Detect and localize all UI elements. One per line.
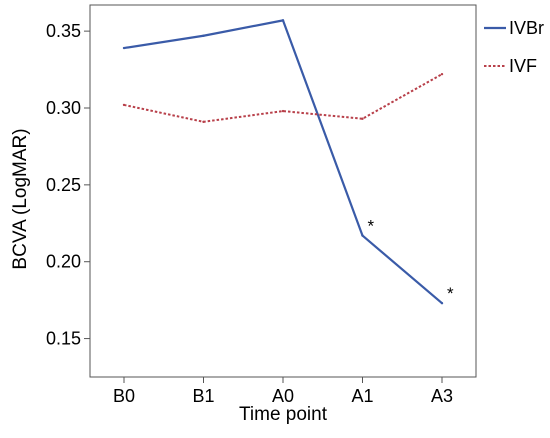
y-tick-label: 0.15 xyxy=(46,329,81,349)
series-line-ivf xyxy=(123,73,443,123)
data-point-ivbr xyxy=(440,302,444,305)
legend-label-ivbr: IVBr xyxy=(509,18,544,38)
annotations: ** xyxy=(368,217,455,304)
plot-frame xyxy=(89,4,477,378)
x-tick-label: A0 xyxy=(272,386,294,406)
series-line-ivbr xyxy=(123,19,443,305)
y-tick-label: 0.30 xyxy=(46,98,81,118)
y-tick-label: 0.20 xyxy=(46,252,81,272)
x-tick-label: B0 xyxy=(113,386,135,406)
x-tick-label: A3 xyxy=(431,386,453,406)
significance-asterisk: * xyxy=(368,217,375,236)
y-tick-label: 0.35 xyxy=(46,21,81,41)
data-point-ivbr xyxy=(361,234,364,237)
data-point-ivf xyxy=(281,109,285,113)
y-axis-title: BCVA (LogMAR) xyxy=(10,128,31,269)
x-axis-title: Time point xyxy=(239,404,328,425)
series-lines xyxy=(122,19,444,305)
legend: IVBr IVF xyxy=(484,18,544,76)
data-point-ivf xyxy=(202,120,205,124)
data-point-ivf xyxy=(440,72,444,76)
data-point-ivf xyxy=(361,117,364,120)
legend-label-ivf: IVF xyxy=(509,56,537,76)
data-point-ivbr xyxy=(122,46,126,50)
significance-asterisk: * xyxy=(447,284,454,303)
y-tick-label: 0.25 xyxy=(46,175,81,195)
data-point-ivbr xyxy=(281,19,285,22)
data-point-ivf xyxy=(122,103,126,107)
data-point-ivbr xyxy=(202,34,205,37)
x-tick-label: A1 xyxy=(351,386,373,406)
axes: 0.15 0.20 0.25 0.30 0.35 B0 B1 A0 A1 A3 xyxy=(46,4,477,406)
x-tick-label: B1 xyxy=(192,386,214,406)
